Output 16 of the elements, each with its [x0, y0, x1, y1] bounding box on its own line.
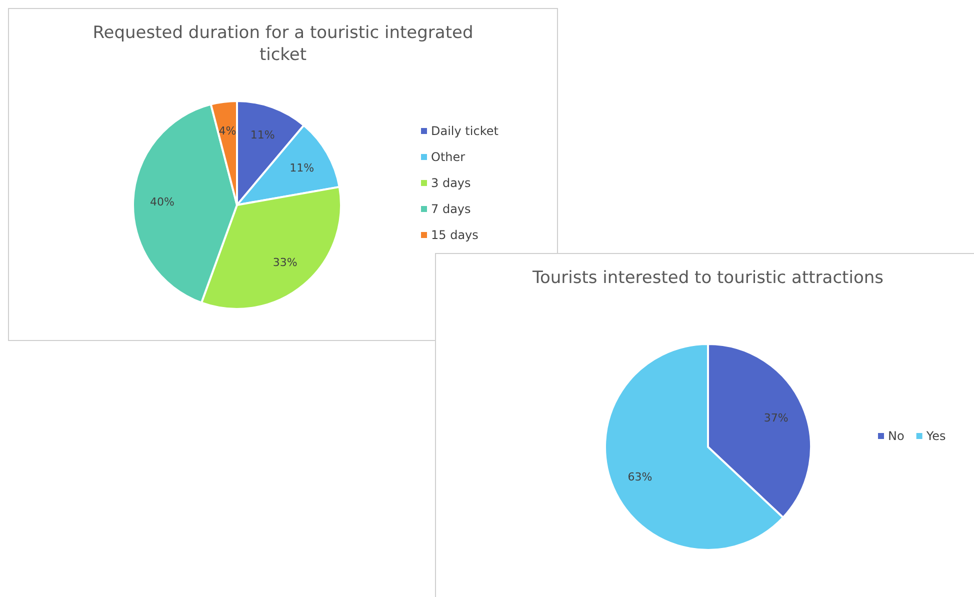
legend-label: 7 days — [431, 202, 471, 216]
chart-title: Tourists interested to touristic attractions — [532, 268, 884, 288]
data-label: 40% — [150, 195, 174, 208]
legend-label: No — [888, 429, 904, 444]
data-label: 63% — [628, 470, 652, 484]
legend-label: 3 days — [431, 176, 471, 190]
data-label: 4% — [218, 124, 236, 138]
legend-label: Daily ticket — [431, 124, 499, 138]
data-label: 37% — [764, 411, 788, 424]
data-label: 33% — [272, 256, 298, 270]
data-label: 11% — [250, 128, 275, 142]
legend-label: Yes — [925, 429, 946, 444]
chart-title: Requested duration for a touristic integrated ticket — [92, 23, 474, 65]
data-label: 11% — [290, 161, 314, 174]
legend-label: Other — [431, 150, 466, 164]
legend-label: 15 days — [431, 228, 478, 242]
